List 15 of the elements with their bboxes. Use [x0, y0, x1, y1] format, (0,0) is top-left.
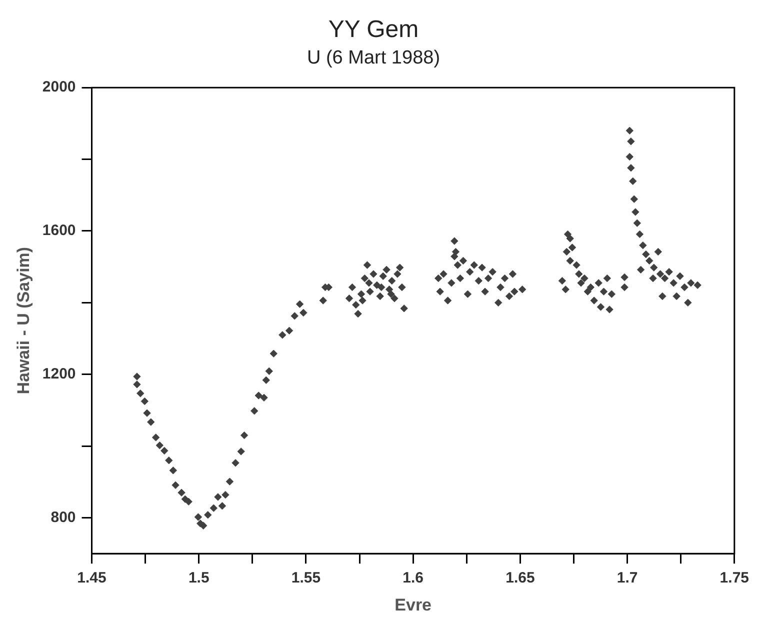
y-axis-title: Hawaii - U (Sayim)	[14, 246, 33, 394]
x-tick-label: 1.6	[402, 570, 424, 587]
y-tick-label: 800	[50, 508, 76, 526]
chart-subtitle: U (6 Mart 1988)	[306, 47, 440, 68]
y-tick-label: 2000	[42, 78, 76, 96]
x-tick-label: 1.65	[506, 570, 535, 587]
x-tick-label: 1.75	[720, 570, 750, 587]
x-tick-label: 1.7	[616, 570, 638, 587]
x-tick-label: 1.55	[291, 570, 321, 587]
y-tick-label: 1200	[42, 366, 76, 383]
y-tick-label: 1600	[42, 222, 76, 240]
x-axis-title: Evre	[394, 595, 432, 614]
chart-title: YY Gem	[328, 16, 419, 44]
x-tick-label: 1.45	[77, 570, 106, 587]
x-tick-label: 1.5	[188, 570, 210, 587]
